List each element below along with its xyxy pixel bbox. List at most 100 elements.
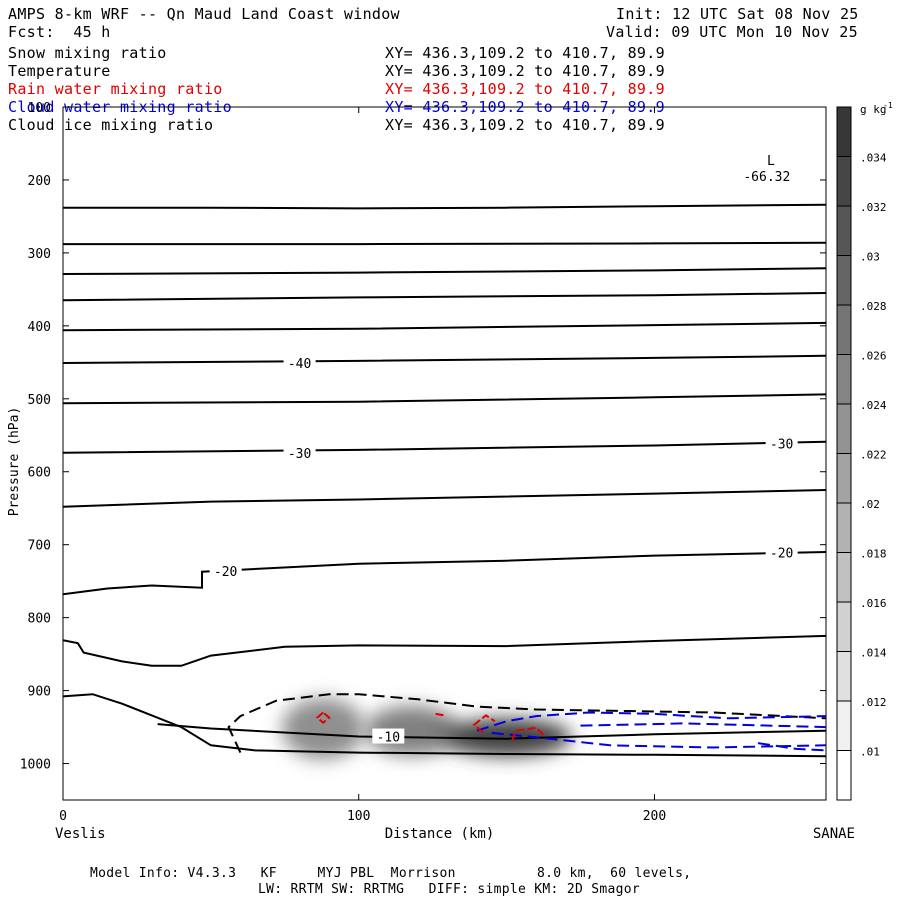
temperature-contour-line xyxy=(63,321,826,332)
temperature-contour-line xyxy=(63,292,826,302)
contour-label-bg xyxy=(765,544,798,560)
colorbar-label: .012 xyxy=(860,696,887,709)
footer-model-info: Model Info: V4.3.3 KF MYJ PBL Morrison 8… xyxy=(90,866,692,881)
cloud-ice-contour xyxy=(227,693,826,754)
contour-label-bg xyxy=(372,728,405,744)
temperature-contours xyxy=(63,203,826,758)
temperature-contour-line xyxy=(63,354,826,364)
temperature-contour-line xyxy=(157,723,826,740)
footer-physics-info: LW: RRTM SW: RRTMG DIFF: simple KM: 2D S… xyxy=(258,882,640,897)
cloud-water-contour xyxy=(476,711,826,732)
colorbar-segment xyxy=(837,305,851,355)
temperature-contour-line xyxy=(63,393,826,405)
field-name-rain: Rain water mixing ratio xyxy=(8,80,223,98)
y-tick-label: 900 xyxy=(28,685,51,700)
plot-frame xyxy=(62,106,827,801)
snow-shading-blob xyxy=(281,697,365,760)
colorbar-label: .018 xyxy=(860,548,887,561)
colorbar-segment xyxy=(837,701,851,751)
temperature-contour-line xyxy=(63,241,826,246)
rain-water-contour xyxy=(435,712,445,717)
field-name-snow: Snow mixing ratio xyxy=(8,44,167,62)
colorbar-unit: g kg xyxy=(860,103,887,116)
colorbar-label: .016 xyxy=(860,597,887,610)
rain-water-contour xyxy=(315,711,331,725)
temperature-contour-line xyxy=(63,440,826,454)
cloud-water-contour xyxy=(491,731,826,749)
init-time: Init: 12 UTC Sat 08 Nov 25 xyxy=(616,5,859,23)
y-tick-label: 200 xyxy=(28,174,51,189)
y-tick-label: 300 xyxy=(28,247,51,262)
x-axis-label: Distance (km) xyxy=(385,826,495,842)
colorbar-segment xyxy=(837,107,851,157)
field-xy-snow: XY= 436.3,109.2 to 410.7, 89.9 xyxy=(385,44,665,62)
colorbar-label: .014 xyxy=(860,647,887,660)
y-tick-label: 700 xyxy=(28,539,51,554)
temperature-contour-line xyxy=(63,267,826,275)
colorbar-label: .024 xyxy=(860,399,887,412)
x-tick-label: 100 xyxy=(347,809,370,824)
cloud-water-contour xyxy=(757,742,826,752)
contour-label-bg xyxy=(765,435,798,451)
y-tick-label: 100 xyxy=(28,101,51,116)
y-tick-label: 400 xyxy=(28,320,51,335)
y-tick-label: 800 xyxy=(28,612,51,627)
temperature-contour-label: -20 xyxy=(770,547,793,562)
colorbar-segment xyxy=(837,750,851,800)
colorbar-label: .028 xyxy=(860,300,887,313)
colorbar-segment xyxy=(837,552,851,602)
temperature-contour-line xyxy=(63,634,826,667)
y-tick-label: 600 xyxy=(28,466,51,481)
x-tick-label: 200 xyxy=(643,809,666,824)
temperature-contour-label: -40 xyxy=(288,357,311,372)
x-tick-label: 0 xyxy=(59,809,67,824)
colorbar-label: .032 xyxy=(860,201,887,214)
low-marker-letter: L xyxy=(767,154,775,169)
temperature-contour-label: -30 xyxy=(770,437,793,452)
colorbar-segment xyxy=(837,602,851,652)
valid-time: Valid: 09 UTC Mon 10 Nov 25 xyxy=(606,23,858,41)
y-tick-label: 1000 xyxy=(20,758,51,773)
right-endpoint-label: SANAE xyxy=(813,826,855,842)
colorbar-segment xyxy=(837,503,851,553)
colorbar-segment xyxy=(837,255,851,305)
y-axis-label: Pressure (hPa) xyxy=(7,407,22,517)
field-name-cloud-ice: Cloud ice mixing ratio xyxy=(8,116,214,134)
field-name-temperature: Temperature xyxy=(8,62,111,80)
field-xy-cloud-ice: XY= 436.3,109.2 to 410.7, 89.9 xyxy=(385,116,665,134)
y-tick-label: 500 xyxy=(28,393,51,408)
colorbar-label: .022 xyxy=(860,449,887,462)
field-xy-rain: XY= 436.3,109.2 to 410.7, 89.9 xyxy=(385,80,665,98)
temperature-contour-label: -20 xyxy=(214,565,237,580)
rain-water-contour xyxy=(511,726,546,741)
temperature-contour-line xyxy=(63,489,826,508)
rain-water-contour xyxy=(472,714,496,733)
colorbar-label: .026 xyxy=(860,350,887,363)
colorbar-label: .034 xyxy=(860,152,887,165)
chart-title: AMPS 8-km WRF -- Qn Maud Land Coast wind… xyxy=(8,5,400,23)
contour-label-bg xyxy=(283,444,316,460)
contour-label-bg xyxy=(283,355,316,371)
colorbar-segment xyxy=(837,453,851,503)
colorbar-segment xyxy=(837,651,851,701)
low-marker-value: -66.32 xyxy=(743,170,790,185)
temperature-contour-label: -10 xyxy=(377,731,400,746)
colorbar-unit-exponent: -1 xyxy=(883,101,893,110)
colorbar-segment xyxy=(837,156,851,206)
field-xy-temperature: XY= 436.3,109.2 to 410.7, 89.9 xyxy=(385,62,665,80)
temperature-contour-label: -30 xyxy=(288,447,311,462)
left-endpoint-label: Veslis xyxy=(55,826,106,842)
cloud-water-contour xyxy=(580,722,826,729)
colorbar-segment xyxy=(837,206,851,256)
forecast-hour: Fcst: 45 h xyxy=(8,23,111,41)
colorbar-segment xyxy=(837,404,851,454)
colorbar-label: .02 xyxy=(860,498,880,511)
colorbar-segment xyxy=(837,354,851,404)
colorbar-label: .03 xyxy=(860,251,880,264)
temperature-contour-line xyxy=(63,203,826,210)
contour-label-bg xyxy=(209,562,242,578)
colorbar-label: .01 xyxy=(860,746,880,759)
snow-shading-blob xyxy=(441,718,572,757)
temperature-contour-line xyxy=(63,693,826,758)
